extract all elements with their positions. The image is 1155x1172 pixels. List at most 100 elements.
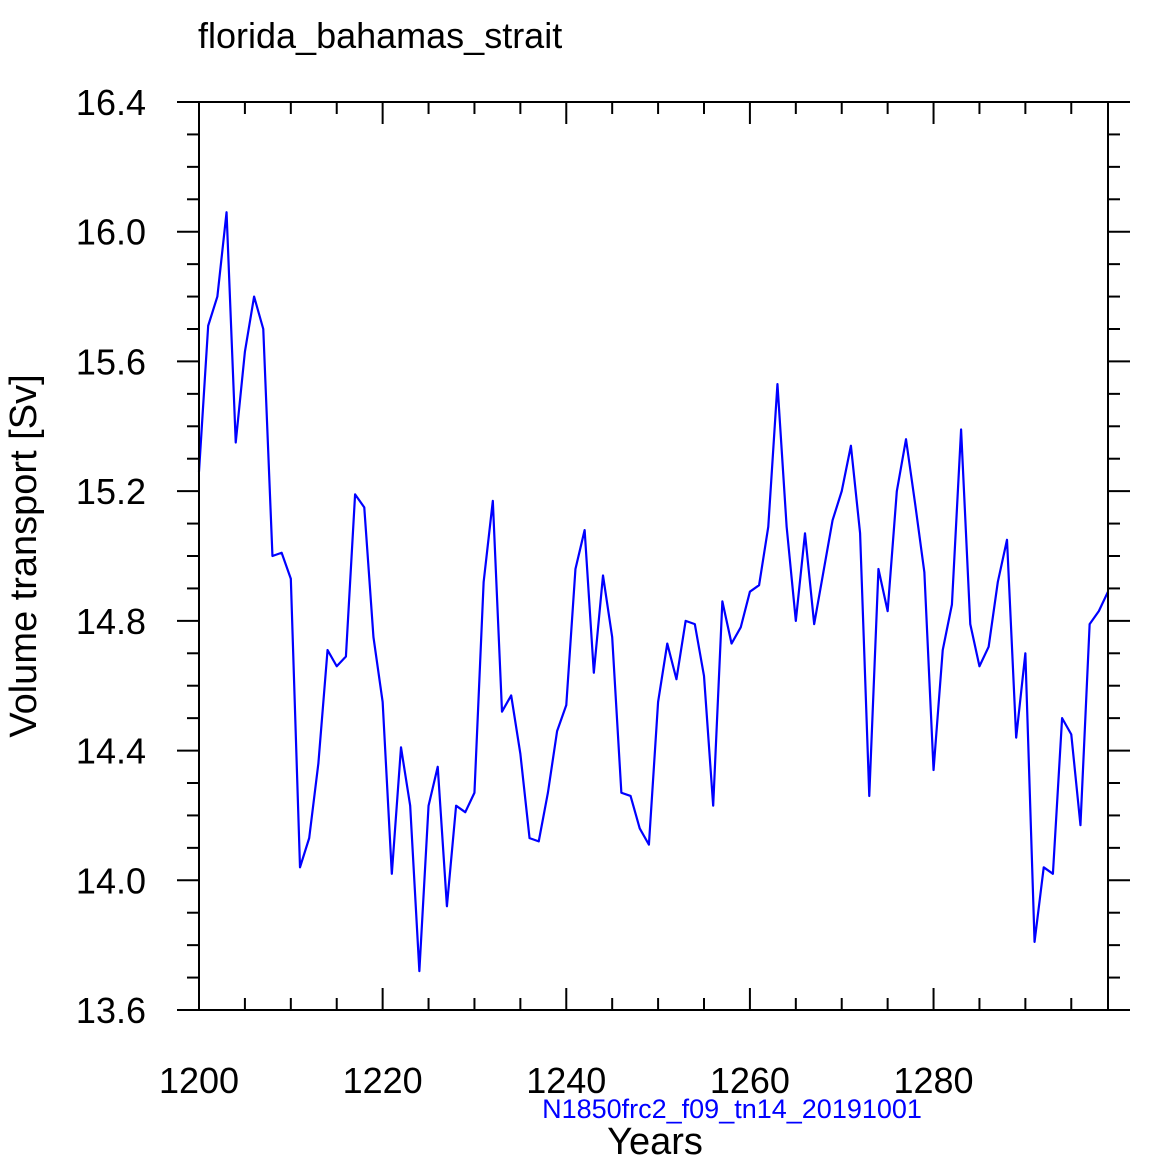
data-point [1079, 824, 1082, 826]
data-point [528, 837, 531, 839]
data-point [216, 295, 219, 298]
data-point [684, 620, 687, 622]
data-point [436, 765, 439, 768]
data-point [1061, 717, 1063, 719]
series-line [197, 211, 1109, 973]
data-point [354, 493, 356, 496]
data-point [565, 704, 568, 706]
data-point [859, 532, 861, 535]
data-point [1024, 652, 1027, 655]
data-point [648, 843, 650, 846]
data-point [923, 571, 926, 574]
data-point [896, 490, 898, 492]
data-point [391, 873, 393, 875]
plot-frame [198, 101, 1109, 1011]
data-point [987, 646, 990, 648]
data-point [611, 636, 613, 638]
data-point [1088, 623, 1091, 625]
data-point [978, 665, 981, 668]
data-point [620, 791, 623, 794]
data-point [914, 503, 916, 505]
data-point [574, 568, 577, 570]
x-tick-label: 1260 [710, 1060, 790, 1101]
data-point [593, 671, 595, 674]
data-point [299, 866, 301, 869]
major-ticks [177, 101, 1130, 1011]
data-point [381, 701, 384, 703]
x-axis-label: Years [607, 1121, 703, 1163]
data-point [1006, 538, 1008, 541]
x-tick-labels: 1200 1220 1240 1260 1280 [159, 1060, 974, 1101]
data-point [840, 490, 843, 492]
data-point [207, 324, 209, 327]
data-point [501, 710, 503, 713]
data-point [951, 603, 953, 606]
data-point [326, 649, 329, 651]
x-tick-label: 1220 [343, 1060, 423, 1101]
data-point [721, 600, 724, 603]
data-point [455, 804, 457, 807]
data-point [822, 571, 825, 574]
data-point [886, 610, 889, 612]
x-tick-label: 1280 [893, 1060, 973, 1101]
x-tick-label: 1200 [159, 1060, 239, 1101]
data-point [1042, 866, 1045, 869]
data-point [997, 581, 999, 583]
data-point [510, 694, 512, 697]
data-point [317, 762, 320, 765]
data-point [868, 795, 871, 797]
data-point [905, 438, 907, 441]
data-point [712, 804, 714, 807]
data-point [234, 441, 237, 444]
data-point [1015, 736, 1017, 739]
y-tick-label: 14.0 [76, 860, 146, 901]
data-point [308, 837, 310, 839]
y-tick-labels: 13.6 14.0 14.4 14.8 15.2 15.6 16.0 16.4 [76, 82, 146, 1031]
data-point [813, 623, 815, 625]
data-point [1033, 941, 1036, 943]
data-point [290, 577, 292, 580]
data-point [638, 827, 641, 830]
data-point [1052, 873, 1054, 875]
data-point [280, 551, 283, 554]
data-point [666, 642, 669, 645]
y-tick-label: 14.8 [76, 601, 146, 642]
data-point [785, 526, 788, 528]
data-point [492, 500, 494, 502]
data-point [767, 526, 770, 528]
data-point [271, 555, 274, 557]
y-tick-label: 14.4 [76, 731, 146, 772]
minor-ticks [187, 102, 1120, 1010]
data-point [804, 532, 806, 535]
data-point [932, 769, 935, 771]
data-point [547, 791, 549, 794]
data-point [1070, 733, 1073, 736]
data-point [400, 746, 402, 749]
data-point [703, 675, 705, 677]
data-point [418, 970, 421, 972]
data-point [464, 811, 467, 813]
chart-title: florida_bahamas_strait [198, 15, 562, 56]
data-point [372, 636, 375, 638]
data-point [363, 506, 366, 509]
data-point [225, 211, 228, 214]
data-point [482, 581, 485, 583]
data-point [675, 678, 678, 681]
y-axis-label: Volume transport [Sv] [3, 374, 45, 737]
data-point [730, 642, 733, 645]
data-point [960, 428, 962, 431]
data-point [1098, 610, 1100, 612]
y-tick-label: 15.2 [76, 471, 146, 512]
data-point [657, 701, 659, 703]
data-point [519, 753, 522, 755]
data-point [831, 519, 834, 522]
data-point [749, 590, 751, 593]
data-point [602, 574, 604, 577]
x-tick-label: 1240 [526, 1060, 606, 1101]
data-point [941, 649, 944, 651]
data-point [409, 804, 411, 807]
data-point [473, 791, 476, 794]
data-point [739, 626, 742, 629]
data-point [253, 295, 255, 298]
data-point [969, 623, 972, 625]
